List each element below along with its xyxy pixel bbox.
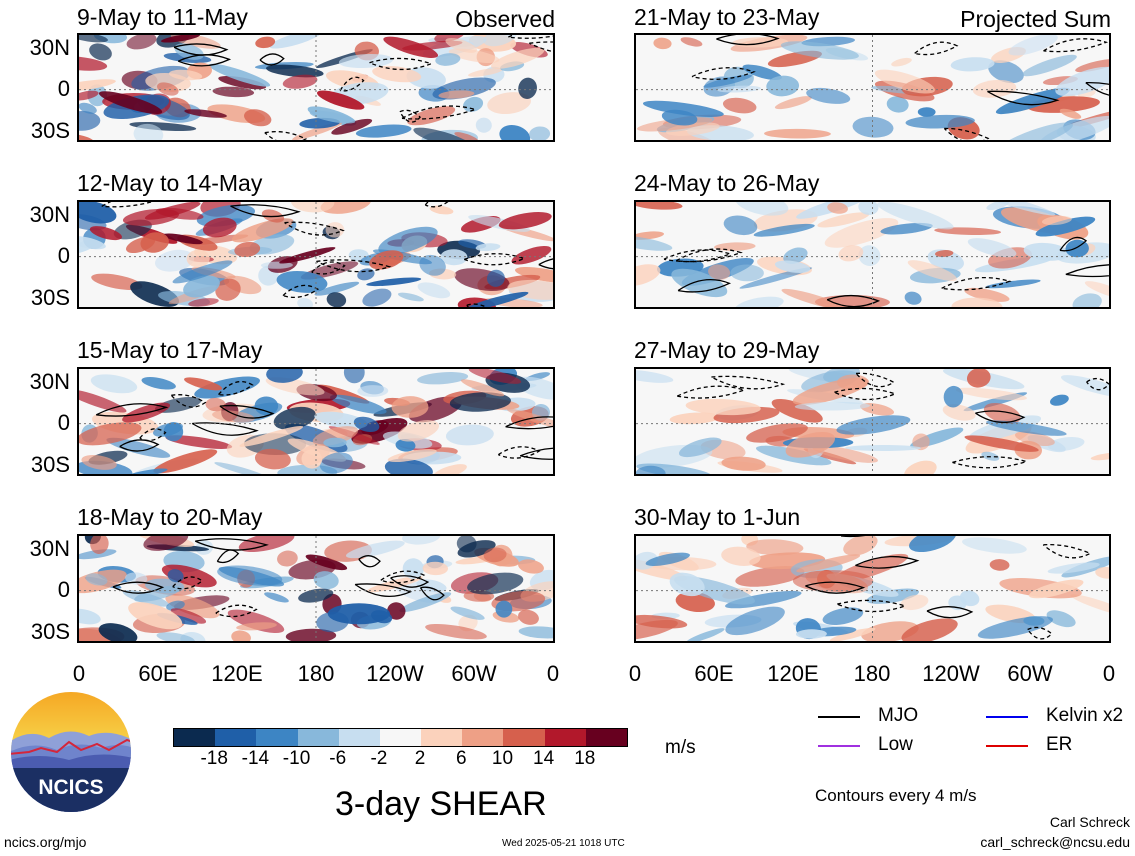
legend-label: Kelvin x2 (1046, 705, 1124, 726)
x-tick-label: 0 (72, 661, 86, 686)
chart-title: 3-day SHEAR (335, 785, 547, 823)
y-tick-label: 30S (30, 619, 70, 644)
y-tick-label: 30S (30, 285, 70, 310)
colorbar-swatch (174, 729, 216, 746)
y-tick-label: 0 (57, 243, 70, 268)
ncics-logo: NCICS (9, 690, 133, 814)
colorbar-tick-label: -6 (329, 748, 347, 769)
panel-title: 21-May to 23-May (634, 4, 820, 30)
colorbar-tick-label: -14 (241, 748, 270, 769)
legend-label: ER (1046, 734, 1073, 755)
heatmap-panel (634, 367, 1111, 476)
panel-title: 9-May to 11-May (77, 4, 248, 30)
heatmap-panel (77, 200, 555, 309)
legend-label: Low (878, 734, 913, 755)
x-tick-label: 60E (138, 661, 178, 686)
x-tick-label: 0 (546, 661, 560, 686)
colorbar-swatch (256, 729, 298, 746)
footer-email: carl_schreck@ncsu.edu (980, 834, 1130, 850)
colorbar-tick-label: -2 (370, 748, 388, 769)
y-tick-label: 30N (29, 202, 70, 227)
colorbar-swatch (297, 729, 339, 746)
x-tick-label: 120E (767, 661, 819, 686)
y-tick-label: 30N (29, 536, 70, 561)
x-tick-label: 0 (628, 661, 642, 686)
x-tick-label: 120E (211, 661, 263, 686)
colorbar-swatch (503, 729, 545, 746)
x-tick-label: 180 (853, 661, 891, 686)
colorbar-tick-label: 14 (533, 748, 555, 769)
colorbar-swatch (338, 729, 380, 746)
logo-text: NCICS (38, 776, 103, 799)
footer-timestamp: Wed 2025-05-21 1018 UTC (502, 838, 625, 849)
panel-title: 18-May to 20-May (77, 504, 263, 530)
x-tick-label: 120W (366, 661, 424, 686)
colorbar-tick-label: -18 (200, 748, 228, 769)
y-tick-label: 0 (57, 577, 70, 602)
legend-label: MJO (878, 705, 919, 726)
footer-author: Carl Schreck (1049, 814, 1130, 830)
heatmap-panel (634, 33, 1111, 142)
panel-tag: Observed (455, 6, 555, 32)
panel-title: 12-May to 14-May (77, 170, 263, 196)
y-tick-label: 30S (30, 452, 70, 477)
colorbar-swatch (379, 729, 422, 746)
legend-swatch-low (818, 745, 860, 747)
colorbar-swatch (215, 729, 257, 746)
colorbar-swatch (421, 729, 463, 746)
panel-title: 15-May to 17-May (77, 337, 263, 363)
heatmap-panel (77, 534, 555, 643)
y-tick-label: 0 (57, 76, 70, 101)
heatmap-panel (634, 534, 1111, 643)
heatmap-panel (77, 33, 555, 142)
y-tick-label: 30N (29, 369, 70, 394)
x-tick-label: 180 (297, 661, 335, 686)
legend-swatch-kelvin (986, 716, 1028, 718)
y-tick-label: 30S (30, 118, 70, 143)
heatmap-panel (634, 200, 1111, 309)
units-label: m/s (665, 737, 696, 758)
heatmap-panel (77, 367, 555, 476)
colorbar-tick-label: 10 (491, 748, 514, 769)
colorbar-tick-label: 6 (455, 748, 467, 769)
contour-note: Contours every 4 m/s (815, 786, 977, 805)
colorbar-tick-label: 2 (414, 748, 426, 769)
colorbar-swatch (585, 729, 627, 746)
legend-swatch-er (986, 745, 1028, 747)
x-tick-label: 120W (922, 661, 980, 686)
colorbar-tick-label: 18 (574, 748, 596, 769)
colorbar (173, 728, 628, 747)
panel-title: 30-May to 1-Jun (634, 504, 801, 530)
x-tick-label: 60E (694, 661, 734, 686)
x-tick-label: 60W (451, 661, 497, 686)
panel-title: 27-May to 29-May (634, 337, 820, 363)
y-tick-label: 30N (29, 35, 70, 60)
panel-tag: Projected Sum (960, 6, 1111, 32)
legend-swatch-mjo (818, 716, 860, 718)
footer-site: ncics.org/mjo (4, 834, 87, 850)
colorbar-swatch (544, 729, 586, 746)
x-tick-label: 0 (1102, 661, 1116, 686)
panel-title: 24-May to 26-May (634, 170, 820, 196)
x-tick-label: 60W (1007, 661, 1053, 686)
colorbar-tick-label: -10 (282, 748, 311, 769)
colorbar-swatch (462, 729, 504, 746)
y-tick-label: 0 (57, 410, 70, 435)
